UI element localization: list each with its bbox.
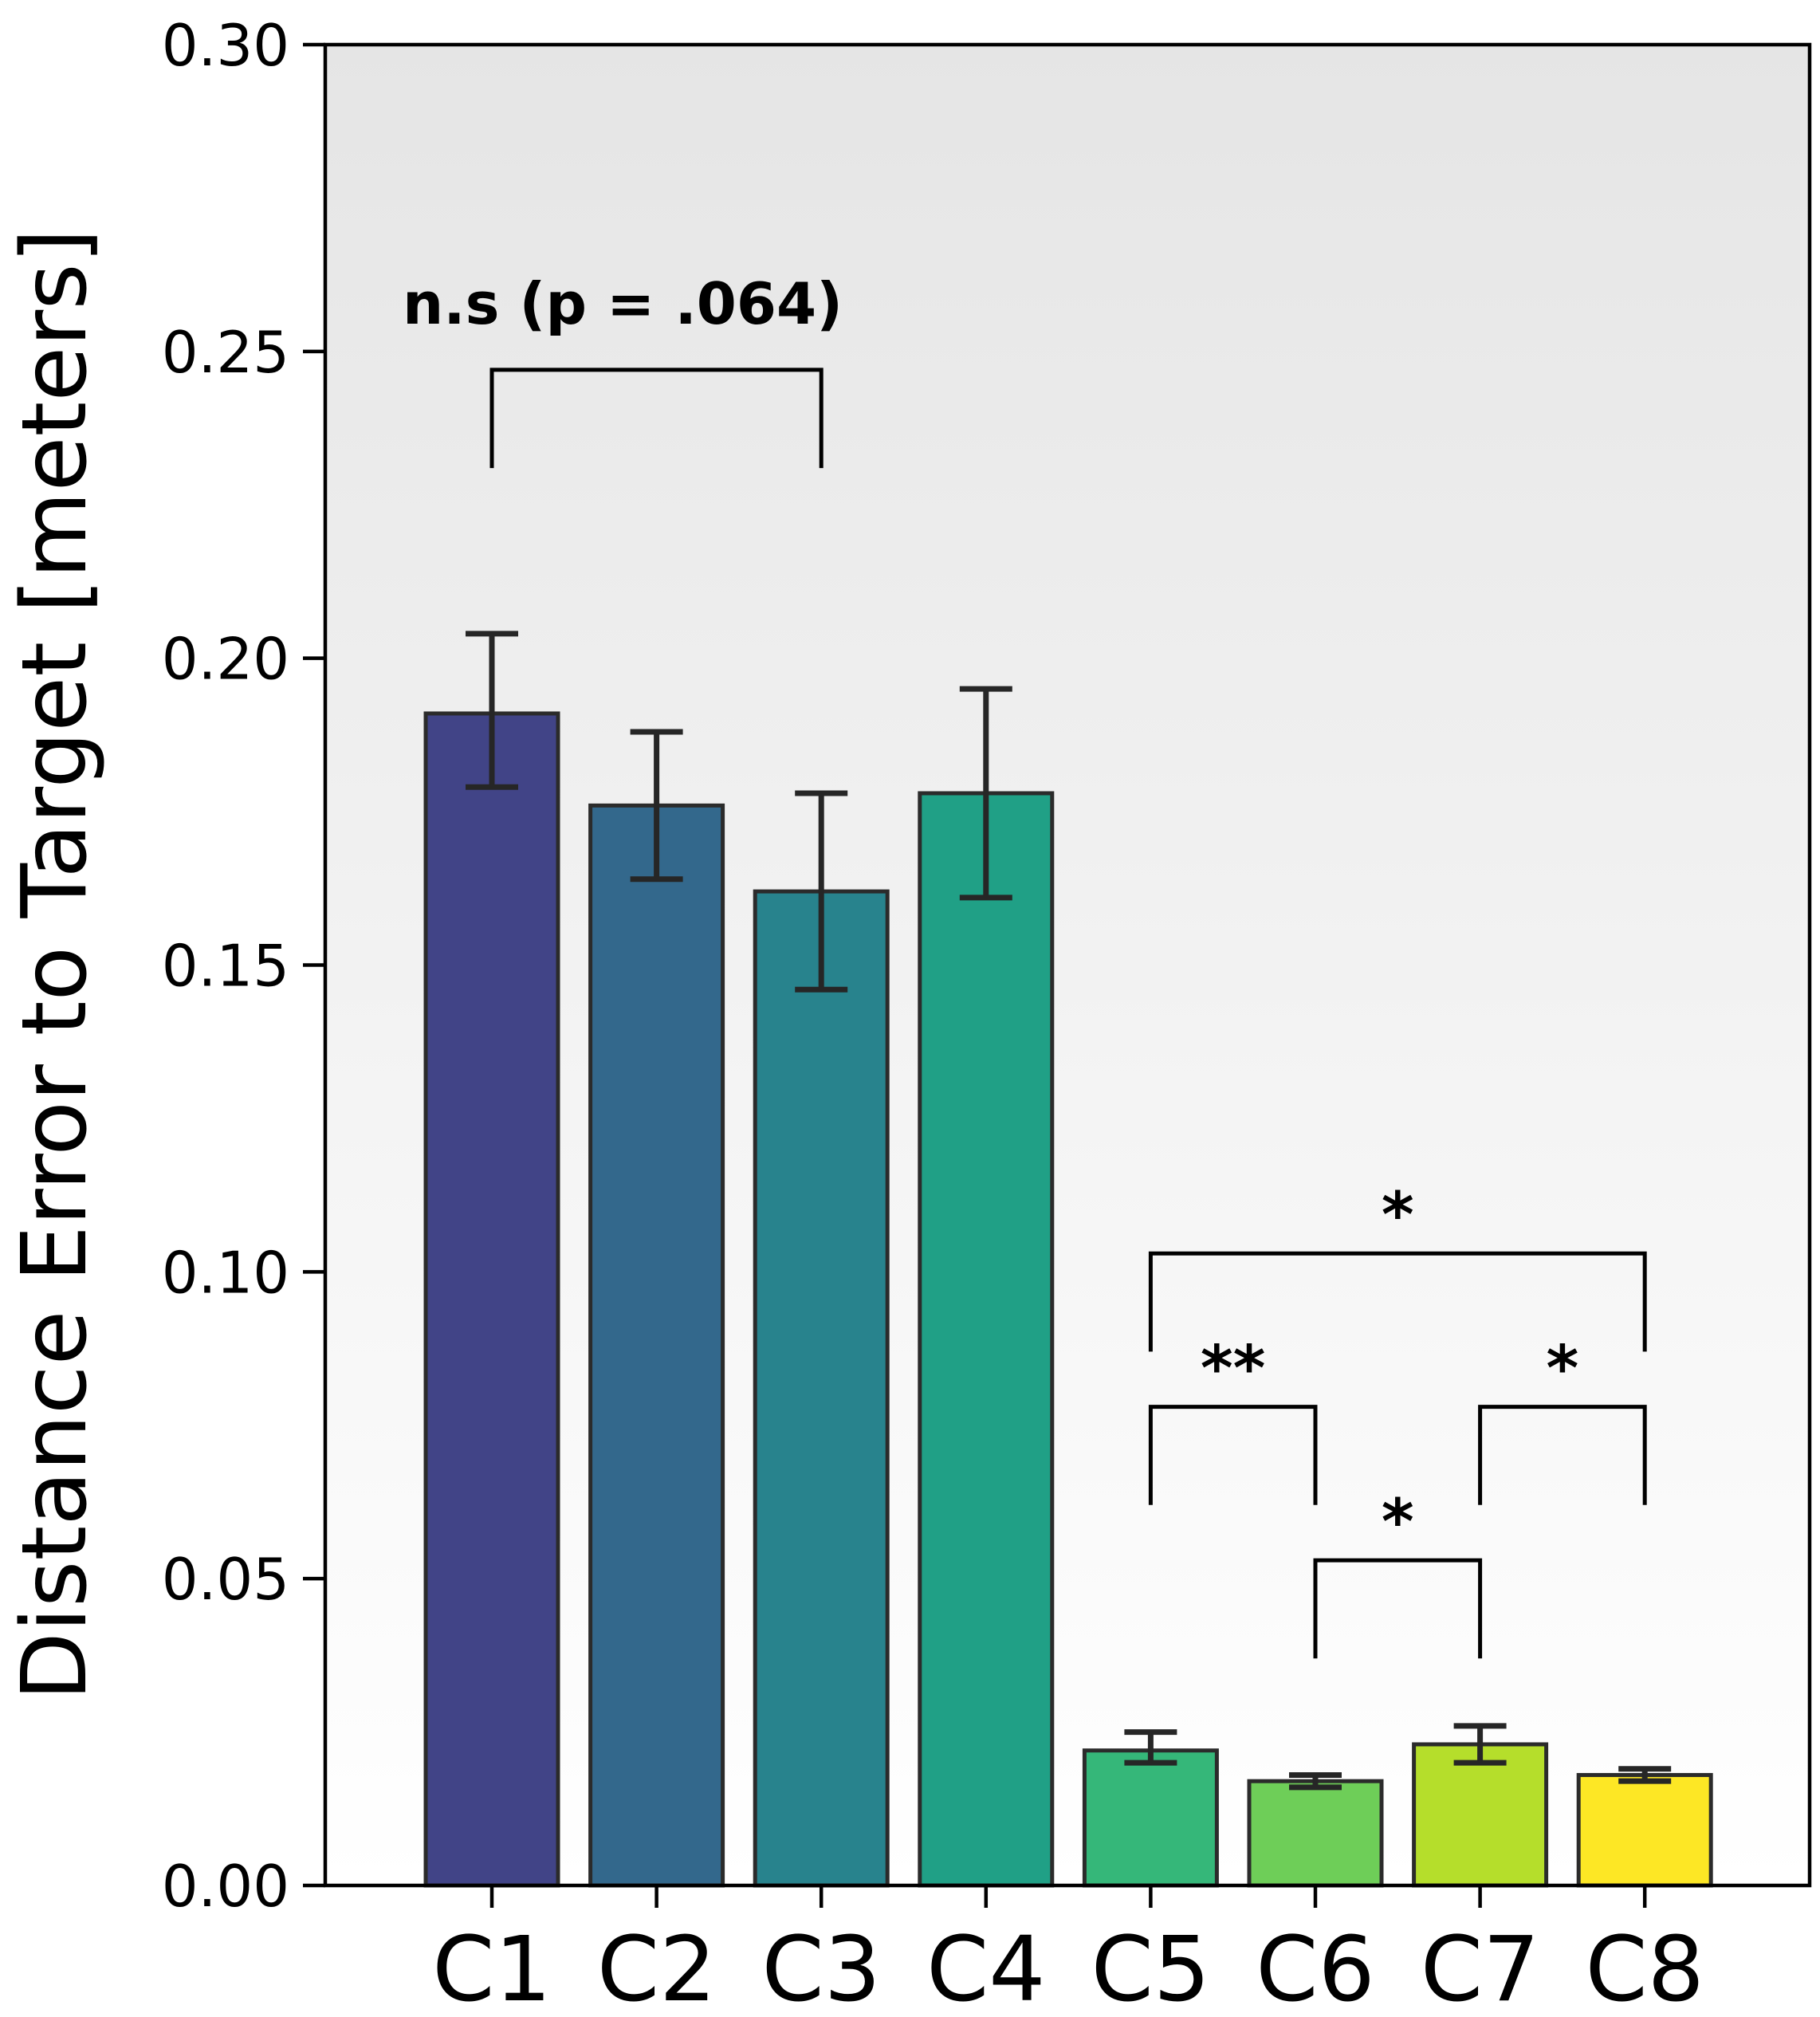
significance-bracket bbox=[1313, 1558, 1483, 1659]
significance-bracket bbox=[1478, 1405, 1647, 1505]
x-tick-label-C5: C5 bbox=[1091, 1918, 1210, 2017]
error-bar-C5 bbox=[1124, 1729, 1177, 1766]
bars-group bbox=[423, 711, 1713, 1888]
y-axis: 0.00 0.05 0.10 0.15 0.20 0.25 0.30 bbox=[162, 12, 325, 1920]
bar-C8 bbox=[1576, 1772, 1713, 1888]
x-tick-label-C6: C6 bbox=[1256, 1918, 1374, 2017]
significance-bracket bbox=[1148, 1405, 1318, 1505]
y-tick-label: 0.10 bbox=[162, 1239, 289, 1306]
error-bar-C7 bbox=[1453, 1723, 1507, 1766]
y-tick-label: 0.30 bbox=[162, 12, 289, 79]
significance-label: * bbox=[1547, 1334, 1579, 1406]
plot-background bbox=[325, 45, 1810, 1885]
x-tick-label-C4: C4 bbox=[926, 1918, 1045, 2017]
significance-annotations: n.s (p = .064)*** ** bbox=[403, 270, 1647, 1659]
error-bar-C8 bbox=[1618, 1766, 1672, 1784]
error-bar-C2 bbox=[630, 729, 683, 883]
y-tick-label: 0.20 bbox=[162, 626, 289, 693]
significance-label: * bbox=[1382, 1487, 1414, 1559]
x-tick-label-C8: C8 bbox=[1585, 1918, 1704, 2017]
error-bar-C1 bbox=[466, 631, 518, 790]
significance-bracket bbox=[489, 368, 824, 469]
y-tick-label: 0.15 bbox=[162, 933, 289, 1000]
x-tick-label-C1: C1 bbox=[432, 1918, 551, 2017]
error-bar-C4 bbox=[959, 686, 1012, 901]
bar-C4 bbox=[918, 791, 1055, 1888]
bar-C3 bbox=[753, 889, 890, 1888]
x-tick-label-C7: C7 bbox=[1421, 1918, 1539, 2017]
y-axis-title: Distance Error to Target [meters] bbox=[3, 229, 107, 1701]
x-axis: C1 C2 C3 C4 C5 C6 C7 C8 bbox=[432, 1885, 1704, 2017]
bar-C1 bbox=[423, 711, 560, 1888]
significance-bracket bbox=[1148, 1251, 1647, 1352]
y-tick-label: 0.25 bbox=[162, 319, 289, 386]
bar-C6 bbox=[1247, 1779, 1384, 1888]
y-tick-label: 0.00 bbox=[162, 1853, 289, 1920]
significance-label: * bbox=[1382, 1180, 1414, 1252]
error-bar-C3 bbox=[795, 790, 848, 993]
x-tick-label-C2: C2 bbox=[597, 1918, 716, 2017]
significance-label: ** bbox=[1201, 1334, 1266, 1406]
significance-label: n.s (p = .064) bbox=[403, 270, 843, 337]
y-tick-label: 0.05 bbox=[162, 1546, 289, 1613]
bar-C2 bbox=[588, 803, 725, 1888]
bar-C5 bbox=[1082, 1748, 1219, 1888]
error-bars-group bbox=[466, 631, 1672, 1791]
error-bar-C6 bbox=[1289, 1771, 1342, 1791]
bar-C7 bbox=[1412, 1742, 1549, 1888]
x-tick-label-C3: C3 bbox=[761, 1918, 880, 2017]
